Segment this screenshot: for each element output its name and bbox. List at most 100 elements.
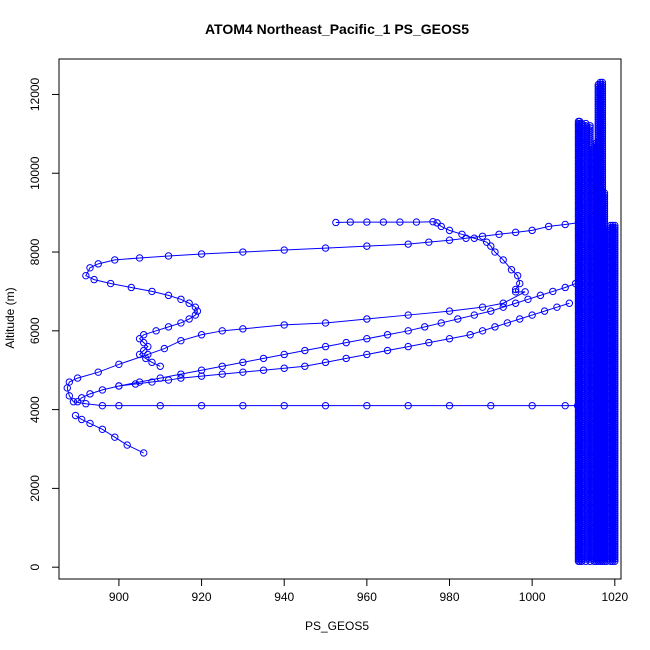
data-point — [594, 80, 602, 89]
data-point — [185, 315, 193, 323]
data-point — [363, 242, 371, 250]
data-point — [321, 401, 330, 410]
data-point — [71, 411, 80, 420]
data-point — [598, 83, 607, 91]
data-point — [164, 291, 173, 300]
data-point — [598, 78, 607, 87]
data-point — [594, 83, 602, 91]
data-point — [611, 223, 619, 232]
data-point — [148, 358, 156, 367]
data-point — [470, 234, 479, 242]
data-point — [131, 380, 140, 388]
data-point — [462, 234, 470, 242]
data-point — [321, 342, 330, 351]
data-point — [94, 368, 102, 376]
data-point — [301, 362, 309, 370]
data-point — [86, 264, 94, 272]
y-tick-label: 6000 — [28, 317, 42, 344]
data-point — [259, 354, 268, 363]
series-line — [118, 283, 576, 387]
data-point — [516, 315, 524, 323]
data-point — [553, 303, 561, 311]
data-point — [140, 331, 148, 339]
data-point — [239, 325, 247, 333]
data-point — [470, 311, 479, 319]
data-point — [478, 303, 487, 311]
data-point — [363, 315, 371, 323]
data-point — [478, 232, 487, 240]
data-point — [156, 362, 164, 370]
data-point — [239, 368, 247, 376]
data-point — [98, 425, 107, 434]
data-point — [499, 299, 507, 307]
data-point — [611, 226, 619, 234]
data-point — [78, 394, 86, 402]
data-point — [152, 327, 160, 335]
data-point — [280, 401, 288, 410]
data-point — [86, 390, 94, 398]
data-point — [63, 384, 71, 392]
data-point — [586, 122, 594, 130]
data-point — [596, 78, 605, 87]
y-axis-label: Altitude (m) — [3, 287, 17, 348]
data-point — [82, 399, 90, 408]
data-point — [466, 331, 474, 339]
data-point — [437, 222, 445, 231]
data-point — [507, 266, 516, 274]
data-point — [516, 279, 524, 288]
data-point — [600, 191, 609, 199]
data-point — [596, 80, 605, 89]
data-point — [396, 218, 404, 226]
plot-frame — [58, 58, 622, 580]
data-point — [142, 354, 150, 363]
x-tick-label: 1000 — [519, 590, 546, 604]
data-point — [458, 230, 466, 239]
data-point — [491, 248, 499, 256]
data-point — [536, 291, 545, 300]
data-point — [73, 398, 82, 406]
data-point — [156, 401, 164, 410]
data-point — [421, 323, 429, 331]
data-point — [528, 401, 536, 410]
data-point — [404, 401, 412, 410]
data-point — [445, 236, 454, 244]
data-point — [511, 288, 520, 296]
data-point — [437, 319, 445, 327]
data-point — [429, 217, 437, 226]
data-point — [404, 311, 412, 319]
y-tick-label: 8000 — [28, 238, 42, 265]
series-1 — [82, 218, 584, 370]
data-point — [197, 331, 206, 339]
data-point — [332, 218, 340, 227]
chart-title: ATOM4 Northeast_Pacific_1 PS_GEOS5 — [205, 21, 469, 37]
data-point — [511, 285, 520, 294]
data-point — [135, 334, 144, 343]
data-point — [606, 223, 615, 232]
x-tick-label: 940 — [274, 590, 294, 604]
x-tick-label: 980 — [439, 590, 459, 604]
data-point — [513, 271, 522, 280]
series-4 — [71, 411, 148, 457]
y-tick-label: 4000 — [28, 396, 42, 423]
data-point — [140, 449, 148, 457]
x-tick-label: 900 — [109, 590, 129, 604]
data-point — [499, 256, 507, 264]
data-point — [78, 415, 86, 424]
data-point — [561, 283, 569, 292]
data-point — [65, 392, 74, 400]
data-point — [578, 124, 586, 132]
data-point — [606, 226, 615, 234]
series-0 — [63, 217, 582, 410]
data-point — [177, 336, 185, 345]
data-point — [363, 334, 371, 343]
series-line — [75, 415, 144, 454]
data-point — [164, 323, 173, 331]
data-point — [404, 327, 412, 335]
x-tick-label: 960 — [357, 590, 377, 604]
series-3 — [115, 279, 580, 390]
data-point — [445, 334, 454, 343]
data-point — [342, 338, 350, 347]
data-point — [197, 250, 206, 258]
data-point — [191, 311, 200, 319]
data-point — [82, 271, 90, 280]
